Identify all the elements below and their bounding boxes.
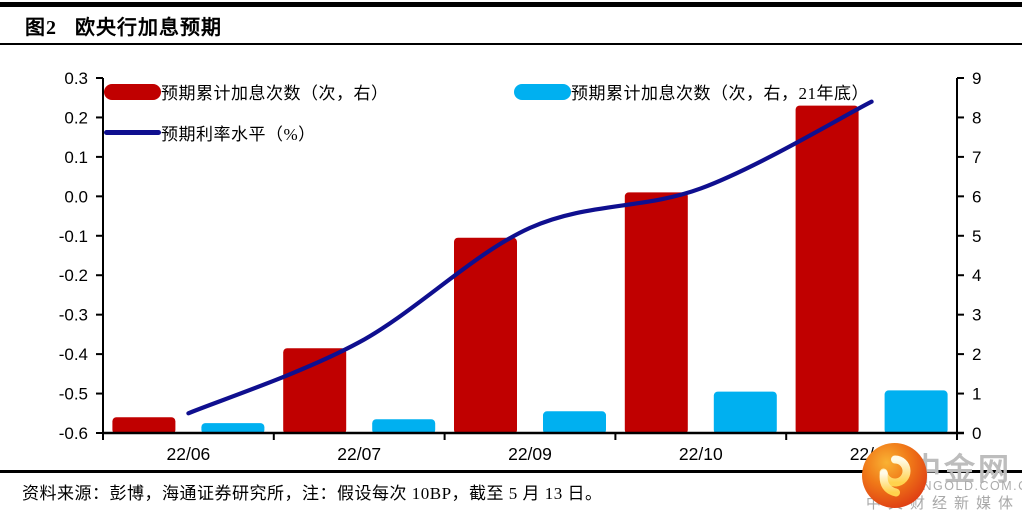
- footer-divider: [0, 470, 1022, 473]
- left-axis-tick-label: -0.6: [59, 424, 88, 443]
- legend-item-hikes-end21: 预期累计加息次数（次，右，21年底）: [514, 79, 869, 104]
- bar-expected-hikes-22/09: [454, 237, 517, 434]
- left-axis-tick-label: 0.1: [64, 148, 88, 167]
- right-axis-tick-label: 5: [972, 227, 981, 246]
- bar-expected-hikes-22/12: [795, 105, 859, 434]
- bar-hikes-end21-22/06: [201, 423, 265, 434]
- legend-item-rate-line: 预期利率水平（%）: [104, 120, 316, 145]
- bar-expected-hikes-22/06: [112, 417, 176, 434]
- legend-swatch-line: [104, 130, 161, 135]
- title-divider: [0, 43, 1022, 45]
- watermark-domain: CNGOLD.COM.CN: [912, 479, 1022, 493]
- figure-title: 图2 欧央行加息预期: [25, 11, 222, 40]
- legend-label: 预期利率水平（%）: [161, 125, 316, 144]
- cngold-logo-icon: [862, 443, 927, 508]
- left-axis-tick-label: -0.3: [59, 306, 88, 325]
- top-rule: [0, 2, 1022, 7]
- bar-hikes-end21-22/10: [713, 391, 777, 434]
- legend-item-hikes: 预期累计加息次数（次，右）: [104, 79, 389, 104]
- right-axis-tick-label: 7: [972, 148, 981, 167]
- x-axis-label: 22/07: [337, 444, 381, 464]
- right-axis-tick-label: 6: [972, 187, 981, 206]
- left-axis-tick-label: 0.3: [64, 69, 88, 88]
- legend-label: 预期累计加息次数（次，右）: [161, 84, 389, 103]
- right-axis-tick-label: 0: [972, 424, 981, 443]
- legend-swatch-red-bar: [104, 83, 161, 100]
- left-axis-tick-label: 0.0: [64, 187, 88, 206]
- right-axis-tick-label: 1: [972, 385, 981, 404]
- left-axis-tick-label: 0.2: [64, 108, 88, 127]
- bar-expected-hikes-22/10: [624, 192, 688, 434]
- right-axis-tick-label: 9: [972, 69, 981, 88]
- bar-hikes-end21-22/12: [884, 390, 948, 434]
- x-axis-label: 22/10: [679, 444, 723, 464]
- right-axis-tick-label: 4: [972, 266, 981, 285]
- expected-rate-line: [186, 99, 874, 416]
- legend-label: 预期累计加息次数（次，右，21年底）: [571, 84, 869, 103]
- bar-hikes-end21-22/07: [372, 419, 436, 434]
- right-axis-tick-label: 8: [972, 108, 981, 127]
- left-axis-tick-label: -0.4: [59, 345, 88, 364]
- right-axis-tick-label: 3: [972, 306, 981, 325]
- left-axis-tick-label: -0.2: [59, 266, 88, 285]
- bar-hikes-end21-22/09: [543, 411, 606, 434]
- right-axis-tick-label: 2: [972, 345, 981, 364]
- source-note: 资料来源：彭博，海通证券研究所，注：假设每次 10BP，截至 5 月 13 日。: [22, 484, 603, 503]
- figure-number: 图2: [25, 17, 57, 39]
- x-axis-label: 22/06: [167, 444, 211, 464]
- x-axis-label: 22/09: [508, 444, 552, 464]
- bar-expected-hikes-22/07: [283, 348, 347, 434]
- figure-title-text: 欧央行加息预期: [75, 17, 222, 39]
- left-axis-tick-label: -0.5: [59, 385, 88, 404]
- legend-swatch-cyan-bar: [514, 83, 571, 100]
- left-axis-tick-label: -0.1: [59, 227, 88, 246]
